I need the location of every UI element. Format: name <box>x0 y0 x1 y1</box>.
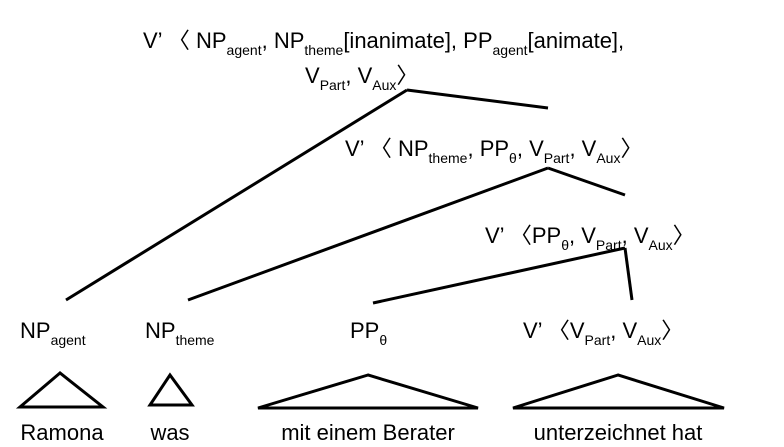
label-text: NP <box>145 318 176 343</box>
triangle <box>147 372 195 407</box>
label-text: 〉 <box>396 63 418 88</box>
label-subscript: Aux <box>637 332 661 348</box>
node-label: V’ 〈 NPagent, NPtheme[inanimate], PPagen… <box>143 28 624 58</box>
label-subscript: Aux <box>596 150 620 166</box>
node-label: VPart, VAux〉 <box>305 63 418 93</box>
label-subscript: Aux <box>649 237 673 253</box>
node-label: NPtheme <box>145 318 215 348</box>
label-text: , V <box>569 223 596 248</box>
label-text: [inanimate], PP <box>343 28 492 53</box>
branch <box>65 88 408 302</box>
triangle <box>257 373 479 410</box>
label-subscript: θ <box>379 332 387 348</box>
label-subscript: θ <box>509 150 517 166</box>
branch <box>547 166 626 197</box>
label-text: , V <box>610 318 637 343</box>
label-text: [animate], <box>528 28 625 53</box>
label-subscript: Part <box>596 237 622 253</box>
branch <box>372 246 626 305</box>
label-text: , V <box>517 136 544 161</box>
branch <box>406 88 549 110</box>
label-text: V <box>305 63 320 88</box>
branch <box>623 247 634 301</box>
label-text: PP <box>350 318 379 343</box>
label-text: 〉 <box>661 318 683 343</box>
word: unterzeichnet hat <box>534 420 703 445</box>
label-text: 〉 <box>620 136 642 161</box>
node-label: V’ 〈VPart, VAux〉 <box>523 318 683 348</box>
triangle <box>15 371 108 409</box>
label-text: V’ 〈 NP <box>345 136 429 161</box>
branch <box>187 166 549 302</box>
label-text: V’ 〈 NP <box>143 28 227 53</box>
word: mit einem Berater <box>281 420 455 445</box>
word: was <box>149 420 189 445</box>
label-text: , NP <box>262 28 305 53</box>
label-subscript: agent <box>227 42 262 58</box>
label-text: , PP <box>467 136 509 161</box>
triangle <box>512 373 725 410</box>
label-subscript: agent <box>493 42 528 58</box>
node-label: NPagent <box>20 318 86 348</box>
node-label: V’ 〈 NPtheme, PPθ, VPart, VAux〉 <box>345 136 642 166</box>
word: Ramona <box>20 420 104 445</box>
label-text: 〉 <box>673 223 695 248</box>
label-text: , V <box>622 223 649 248</box>
label-text: , V <box>345 63 372 88</box>
label-subscript: Part <box>544 150 570 166</box>
label-subscript: θ <box>561 237 569 253</box>
label-text: , V <box>569 136 596 161</box>
label-subscript: agent <box>51 332 86 348</box>
label-subscript: theme <box>304 42 343 58</box>
label-subscript: theme <box>429 150 468 166</box>
label-subscript: Part <box>585 332 611 348</box>
label-text: V’ 〈PP <box>485 223 561 248</box>
label-text: NP <box>20 318 51 343</box>
label-subscript: Aux <box>372 77 396 93</box>
node-label: PPθ <box>350 318 387 348</box>
label-text: V’ 〈V <box>523 318 585 343</box>
label-subscript: theme <box>176 332 215 348</box>
label-subscript: Part <box>320 77 346 93</box>
node-label: V’ 〈PPθ, VPart, VAux〉 <box>485 223 695 253</box>
